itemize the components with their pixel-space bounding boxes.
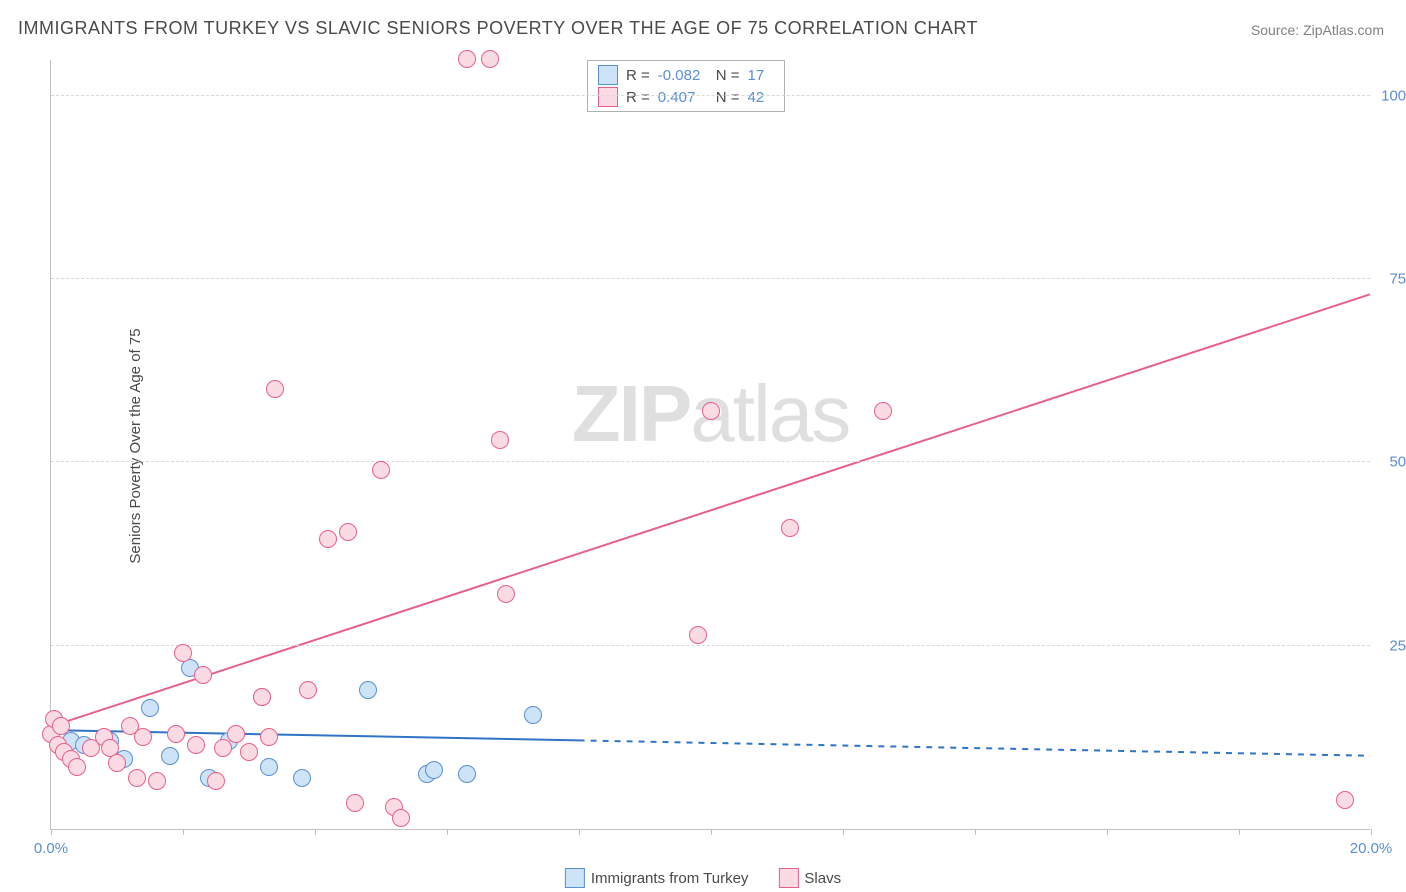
legend-bottom: Immigrants from Turkey Slavs [565, 868, 841, 888]
data-point [128, 769, 146, 787]
data-point [266, 380, 284, 398]
legend-n-label: N = [716, 89, 740, 106]
watermark-zip: ZIP [572, 369, 690, 458]
y-tick-label: 50.0% [1376, 454, 1406, 471]
legend-n-label: N = [716, 67, 740, 84]
legend-series-item: Immigrants from Turkey [565, 868, 749, 888]
source-label: Source: ZipAtlas.com [1251, 22, 1384, 38]
data-point [359, 681, 377, 699]
data-point [689, 626, 707, 644]
data-point [458, 765, 476, 783]
legend-correlation-row: R = 0.407 N = 42 [598, 87, 774, 107]
data-point [346, 794, 364, 812]
y-tick-label: 100.0% [1376, 87, 1406, 104]
data-point [491, 431, 509, 449]
gridline [51, 461, 1370, 462]
x-tick [843, 829, 844, 835]
data-point [108, 754, 126, 772]
data-point [372, 461, 390, 479]
data-point [702, 402, 720, 420]
legend-swatch [778, 868, 798, 888]
legend-r-value: 0.407 [658, 89, 708, 106]
data-point [187, 736, 205, 754]
data-point [524, 706, 542, 724]
x-tick-label: 0.0% [34, 840, 68, 857]
x-tick [447, 829, 448, 835]
trend-line-solid [51, 294, 1370, 726]
data-point [52, 717, 70, 735]
legend-series-label: Slavs [804, 870, 841, 887]
gridline [51, 278, 1370, 279]
data-point [339, 523, 357, 541]
data-point [260, 728, 278, 746]
x-tick [975, 829, 976, 835]
data-point [1336, 791, 1354, 809]
legend-swatch [565, 868, 585, 888]
legend-n-value: 17 [748, 67, 774, 84]
data-point [458, 50, 476, 68]
y-tick-label: 75.0% [1376, 271, 1406, 288]
y-tick-label: 25.0% [1376, 637, 1406, 654]
legend-correlation-box: R = -0.082 N = 17 R = 0.407 N = 42 [587, 60, 785, 112]
legend-series-item: Slavs [778, 868, 841, 888]
gridline [51, 95, 1370, 96]
legend-r-label: R = [626, 89, 650, 106]
data-point [161, 747, 179, 765]
data-point [497, 585, 515, 603]
data-point [68, 758, 86, 776]
data-point [260, 758, 278, 776]
trend-lines [51, 60, 1370, 829]
data-point [148, 772, 166, 790]
data-point [194, 666, 212, 684]
x-tick [1371, 829, 1372, 835]
legend-n-value: 42 [748, 89, 774, 106]
x-tick [315, 829, 316, 835]
data-point [214, 739, 232, 757]
data-point [227, 725, 245, 743]
legend-r-label: R = [626, 67, 650, 84]
x-tick [51, 829, 52, 835]
data-point [874, 402, 892, 420]
data-point [207, 772, 225, 790]
data-point [240, 743, 258, 761]
x-tick [1107, 829, 1108, 835]
chart-title: IMMIGRANTS FROM TURKEY VS SLAVIC SENIORS… [18, 18, 978, 39]
legend-swatch [598, 65, 618, 85]
x-tick-label: 20.0% [1350, 840, 1393, 857]
x-tick [711, 829, 712, 835]
x-tick [579, 829, 580, 835]
data-point [134, 728, 152, 746]
x-tick [1239, 829, 1240, 835]
trend-line-dashed [579, 740, 1370, 755]
legend-correlation-row: R = -0.082 N = 17 [598, 65, 774, 85]
legend-series-label: Immigrants from Turkey [591, 870, 749, 887]
x-tick [183, 829, 184, 835]
data-point [174, 644, 192, 662]
data-point [481, 50, 499, 68]
plot-area: ZIPatlas R =-0.082N =17R =0.407N =42 25.… [50, 60, 1370, 830]
data-point [425, 761, 443, 779]
legend-swatch [598, 87, 618, 107]
legend-r-value: -0.082 [658, 67, 708, 84]
gridline [51, 645, 1370, 646]
data-point [392, 809, 410, 827]
data-point [253, 688, 271, 706]
data-point [141, 699, 159, 717]
data-point [167, 725, 185, 743]
data-point [781, 519, 799, 537]
data-point [319, 530, 337, 548]
data-point [293, 769, 311, 787]
data-point [299, 681, 317, 699]
